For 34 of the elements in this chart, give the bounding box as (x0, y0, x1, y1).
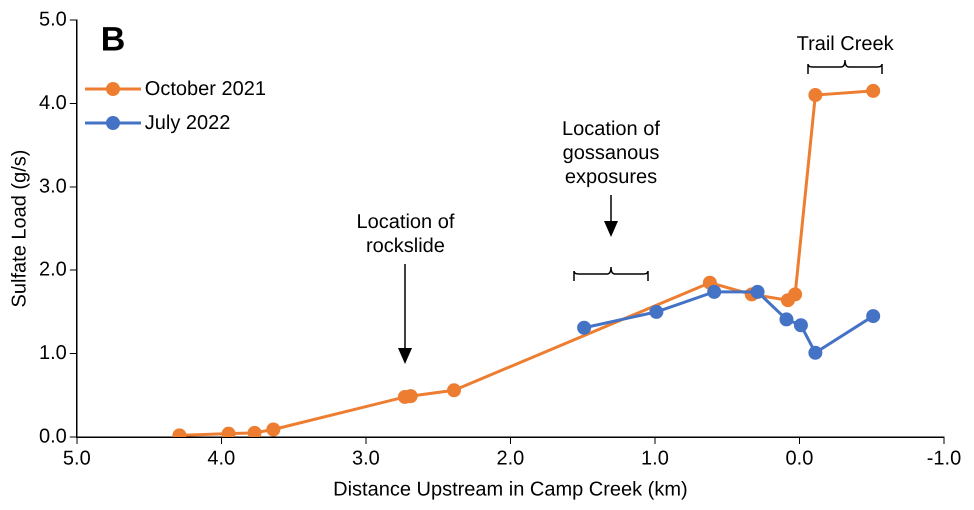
annotation: Trail Creek (796, 32, 895, 56)
y-tick-label: 3.0 (38, 175, 67, 198)
x-tick-label: 5.0 (62, 448, 91, 470)
point (788, 287, 802, 302)
point (808, 346, 822, 360)
point (808, 88, 822, 102)
point (750, 284, 765, 299)
point (794, 318, 808, 332)
y-tick-label: 0.0 (38, 426, 67, 448)
point (649, 304, 664, 319)
x-tick-label: 2.0 (496, 448, 524, 470)
x-tick-label: 3.0 (352, 448, 380, 470)
legend-label: October 2021 (144, 78, 266, 100)
annotation: Location of gossanous exposures (561, 116, 661, 189)
point (577, 320, 592, 335)
x-tick-label: -1.0 (926, 448, 962, 470)
point (866, 84, 880, 98)
y-axis-title: Sulfate Load (g/s) (8, 150, 31, 308)
x-tick-label: 4.0 (207, 448, 236, 470)
y-tick-label: 5.0 (38, 8, 67, 31)
x-tick-label: 1.0 (641, 448, 669, 470)
x-tick-label: 0.0 (786, 448, 814, 470)
y-tick-label: 1.0 (38, 342, 67, 364)
point (707, 284, 722, 299)
point (779, 312, 794, 326)
point (266, 422, 280, 436)
annotation: Location of rockslide (356, 210, 456, 258)
legend-label: July 2022 (144, 112, 230, 134)
y-tick-label: 4.0 (38, 92, 67, 114)
x-axis-title: Distance Upstream in Camp Creek (km) (333, 478, 688, 501)
y-tick-label: 2.0 (38, 258, 67, 281)
point (447, 383, 462, 398)
point (866, 309, 880, 324)
chart-title: B (100, 20, 126, 58)
